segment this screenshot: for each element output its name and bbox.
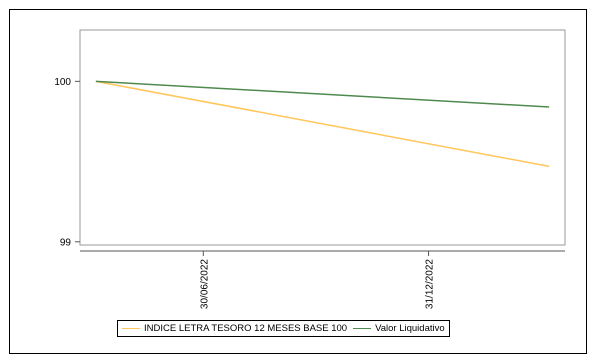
chart-frame — [9, 9, 587, 354]
line-chart: 99 100 30/06/2022 31/12/2022 — [54, 29, 566, 309]
legend-item-valor-liquidativo[interactable]: Valor Liquidativo — [353, 323, 445, 334]
y-tick-label-99: 99 — [60, 237, 72, 248]
series-line-0 — [95, 80, 550, 168]
chart-legend: INDICE LETRA TESORO 12 MESES BASE 100 Va… — [117, 320, 450, 337]
legend-label-valor-liquidativo: Valor Liquidativo — [375, 323, 445, 334]
series-line-1 — [95, 80, 550, 108]
plot-area — [79, 29, 566, 246]
y-tick-label-100: 100 — [54, 77, 71, 88]
legend-swatch-indice-letra-tesoro — [122, 328, 140, 329]
x-tick-label-1: 31/12/2022 — [425, 259, 436, 309]
x-tick-label-0: 30/06/2022 — [199, 259, 210, 309]
legend-label-indice-letra-tesoro: INDICE LETRA TESORO 12 MESES BASE 100 — [144, 323, 348, 334]
legend-swatch-valor-liquidativo — [353, 328, 372, 329]
legend-item-indice-letra-tesoro[interactable]: INDICE LETRA TESORO 12 MESES BASE 100 — [122, 323, 347, 334]
